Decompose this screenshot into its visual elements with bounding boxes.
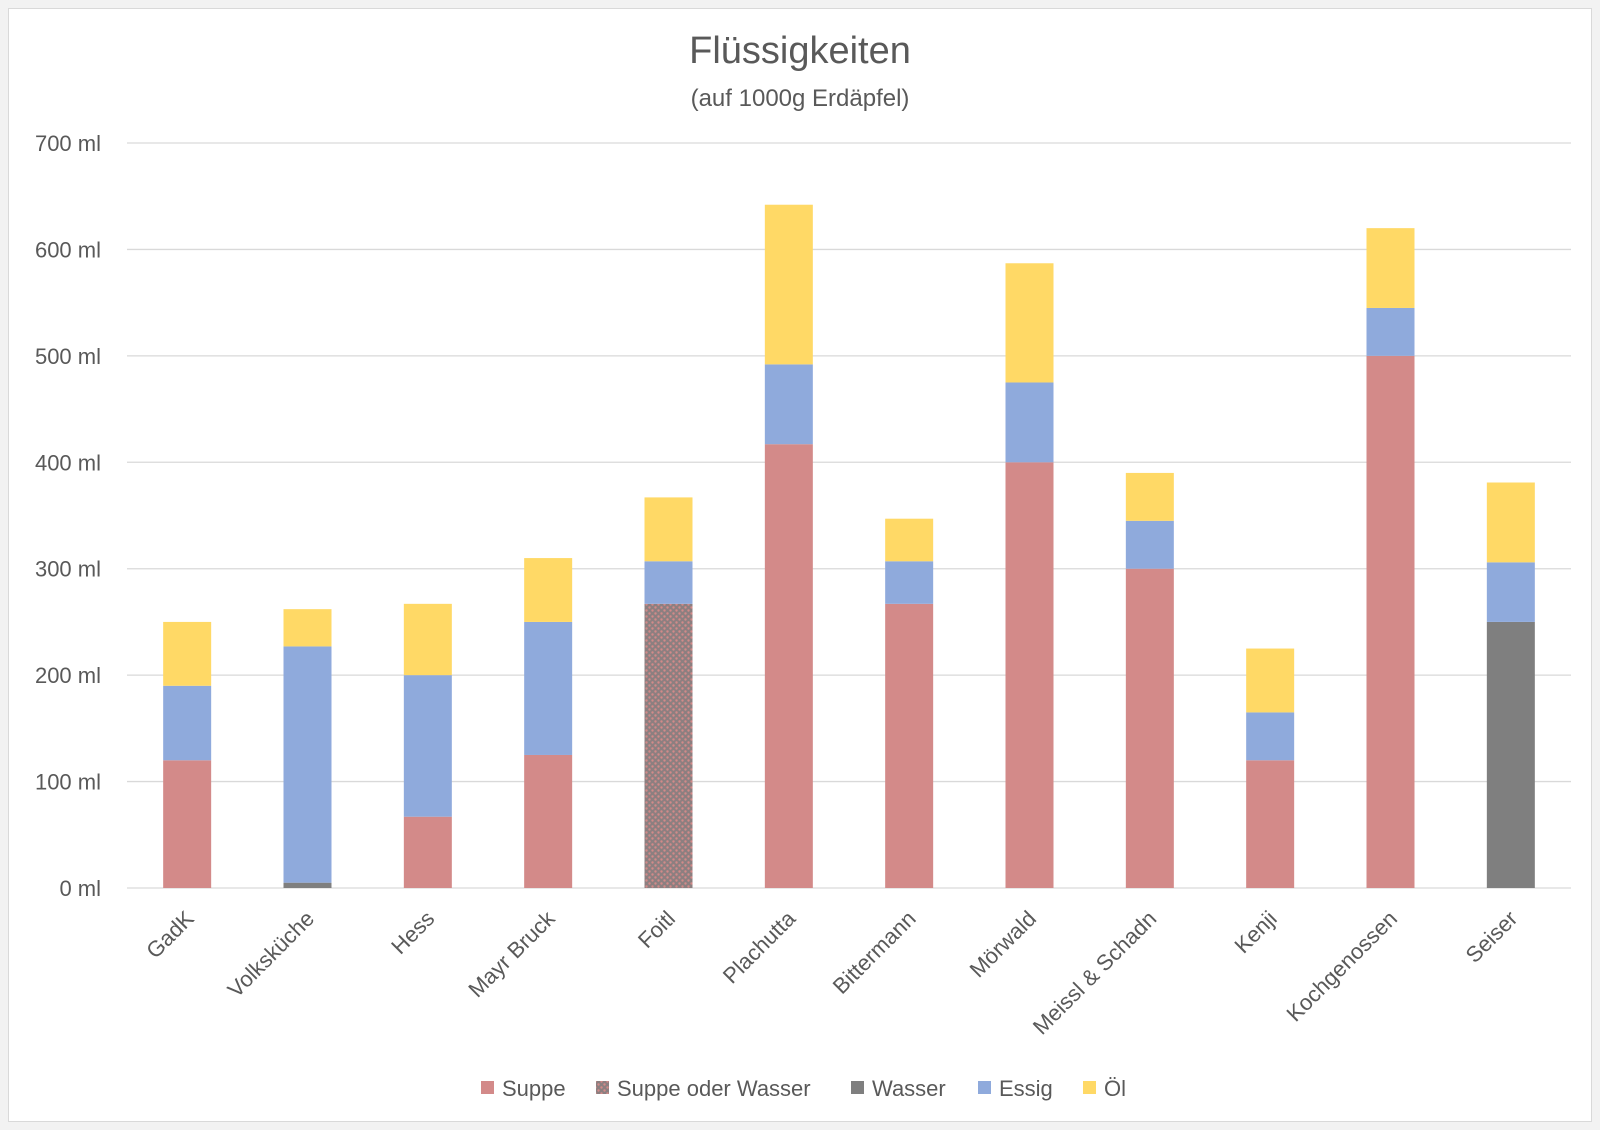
bar-segment-suppe [1246, 760, 1295, 888]
legend-label: Wasser [872, 1076, 946, 1101]
bar-segment-suppe [163, 760, 212, 888]
legend-swatch [1083, 1081, 1096, 1094]
bar-segment-öl [644, 497, 693, 562]
chart-title: Flüssigkeiten [689, 30, 911, 72]
bar-segment-essig [1125, 520, 1174, 569]
x-tick-label: Mörwald [965, 906, 1041, 982]
legend-label: Suppe oder Wasser [617, 1076, 811, 1101]
bar-segment-essig [885, 561, 934, 604]
bar-segment-öl [885, 518, 934, 562]
y-tick-label: 0 ml [59, 876, 101, 901]
bar-segment-öl [764, 204, 813, 365]
y-tick-label: 700 ml [35, 131, 101, 156]
bar-segment-suppe [1005, 462, 1054, 888]
bar-segment-wasser [1486, 621, 1535, 888]
bar-segment-essig [1005, 382, 1054, 463]
legend-item: Öl [1083, 1076, 1126, 1101]
bar-segment-essig [1486, 562, 1535, 622]
bar-segment-essig [163, 685, 212, 761]
legend-label: Öl [1104, 1076, 1126, 1101]
bar-segment-suppe [764, 444, 813, 888]
bar-segment-essig [764, 364, 813, 445]
bar-segment-suppe [1125, 568, 1174, 888]
bar-segment-suppe-oder-wasser [644, 603, 693, 888]
y-tick-label: 300 ml [35, 557, 101, 582]
y-tick-label: 500 ml [35, 344, 101, 369]
x-tick-label: Mayr Bruck [463, 905, 560, 1002]
legend-swatch [978, 1081, 991, 1094]
x-tick-label: Kochgenossen [1281, 906, 1402, 1027]
x-tick-label: Foitl [633, 906, 680, 953]
legend-label: Suppe [502, 1076, 566, 1101]
x-tick-label: Hess [386, 906, 439, 959]
bar-segment-suppe [885, 603, 934, 888]
bar-segment-öl [163, 621, 212, 686]
bar-segment-essig [283, 646, 332, 883]
x-tick-label: Seiser [1461, 906, 1523, 968]
bar-segment-suppe [524, 754, 573, 888]
chart-subtitle: (auf 1000g Erdäpfel) [691, 85, 910, 112]
legend-item: Essig [978, 1076, 1053, 1101]
legend-item: Suppe oder Wasser [596, 1076, 811, 1101]
x-tick-label: Kenji [1229, 906, 1281, 958]
bar-segment-öl [1366, 228, 1415, 308]
y-tick-label: 400 ml [35, 450, 101, 475]
y-tick-label: 600 ml [35, 237, 101, 262]
bar-segment-essig [403, 675, 452, 817]
bar-segment-suppe [403, 816, 452, 888]
x-tick-label: GadK [141, 906, 199, 964]
legend-swatch [596, 1081, 609, 1094]
legend-label: Essig [999, 1076, 1053, 1101]
bar-segment-suppe [1366, 355, 1415, 888]
legend-item: Suppe [481, 1076, 566, 1101]
bar-segment-öl [1125, 472, 1174, 521]
y-tick-label: 200 ml [35, 663, 101, 688]
bar-segment-essig [524, 621, 573, 755]
bar-segment-essig [644, 561, 693, 604]
bar-segment-wasser [283, 882, 332, 888]
bar-segment-öl [283, 609, 332, 647]
bar-segment-öl [1246, 648, 1295, 713]
bar-segment-öl [1005, 263, 1054, 383]
legend-item: Wasser [851, 1076, 946, 1101]
bar-segment-öl [403, 603, 452, 676]
legend-swatch [481, 1081, 494, 1094]
legend-swatch [851, 1081, 864, 1094]
y-tick-label: 100 ml [35, 770, 101, 795]
bar-segment-essig [1366, 307, 1415, 356]
bar-segment-öl [1486, 482, 1535, 563]
bar-segment-essig [1246, 712, 1295, 761]
x-tick-label: Plachutta [718, 905, 801, 988]
bar-segment-öl [524, 558, 573, 622]
x-tick-label: Meissl & Schadn [1028, 906, 1162, 1040]
x-tick-label: Bittermann [828, 906, 921, 999]
x-tick-label: Volksküche [223, 906, 319, 1002]
